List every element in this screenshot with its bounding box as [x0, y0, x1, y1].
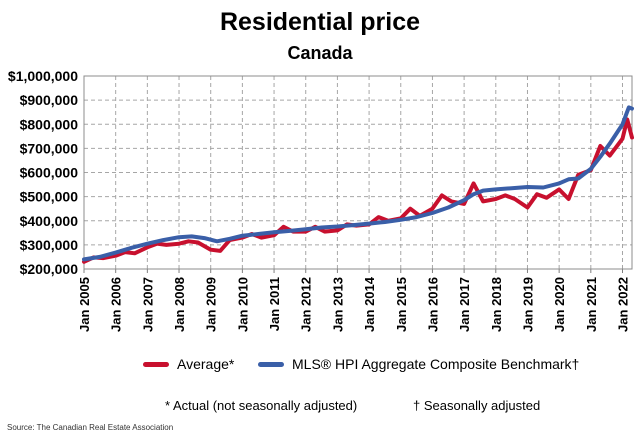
x-tick-label: Jan 2005 [77, 277, 92, 332]
x-tick-label: Jan 2010 [235, 277, 250, 332]
legend-swatch-average [143, 361, 169, 367]
y-tick-label: $800,000 [20, 116, 79, 132]
x-tick-label: Jan 2007 [140, 277, 155, 332]
y-tick-labels: $200,000 $300,000 $400,000 $500,000 $600,000… [8, 68, 78, 277]
legend-label-average: Average* [177, 356, 235, 372]
x-tick-label: Jan 2009 [204, 277, 219, 332]
y-tick-label: $200,000 [20, 261, 79, 277]
y-tick-label: $400,000 [20, 213, 79, 229]
x-tick-label: Jan 2015 [394, 277, 409, 332]
note-actual: * Actual (not seasonally adjusted) [165, 398, 358, 413]
x-tick-label: Jan 2016 [425, 277, 440, 332]
y-tick-label: $1,000,000 [8, 68, 78, 84]
x-tick-label: Jan 2019 [520, 277, 535, 332]
series-lines [82, 105, 634, 264]
x-tick-label: Jan 2006 [109, 277, 124, 332]
legend-label-hpi: MLS® HPI Aggregate Composite Benchmark† [292, 356, 580, 372]
legend-item-hpi: MLS® HPI Aggregate Composite Benchmark† [258, 356, 579, 372]
x-tick-label: Jan 2018 [489, 277, 504, 332]
x-tick-label: Jan 2020 [552, 277, 567, 332]
legend-swatch-hpi [258, 361, 284, 367]
y-tick-label: $300,000 [20, 237, 79, 253]
y-tick-label: $700,000 [20, 140, 79, 156]
chart-title: Residential price [219, 8, 421, 36]
y-tick-label: $500,000 [20, 189, 79, 205]
x-tick-label: Jan 2022 [615, 277, 630, 332]
x-tick-label: Jan 2013 [330, 277, 345, 332]
x-tick-label: Jan 2021 [584, 277, 599, 332]
x-tick-label: Jan 2008 [172, 277, 187, 332]
x-tick-label: Jan 2014 [362, 276, 377, 332]
y-tick-label: $900,000 [20, 92, 79, 108]
legend-item-average: Average* [143, 356, 234, 372]
axes [83, 75, 633, 273]
x-tick-label: Jan 2012 [299, 277, 314, 332]
x-tick-label: Jan 2017 [457, 277, 472, 332]
line-chart: $200,000 $300,000 $400,000 $500,000 $600,000… [8, 68, 634, 332]
y-tick-label: $600,000 [20, 165, 79, 181]
note-seasonal: † Seasonally adjusted [413, 398, 541, 413]
source-text: Source: The Canadian Real Estate Associa… [7, 423, 174, 432]
plot-area-border [83, 75, 633, 270]
series-line-hpi [82, 105, 634, 262]
x-tick-labels: Jan 2005 Jan 2006 Jan 2007 Jan 2008 Jan 2009… [77, 276, 630, 332]
x-tick-label: Jan 2011 [267, 277, 282, 331]
chart-subtitle: Canada [287, 43, 353, 63]
